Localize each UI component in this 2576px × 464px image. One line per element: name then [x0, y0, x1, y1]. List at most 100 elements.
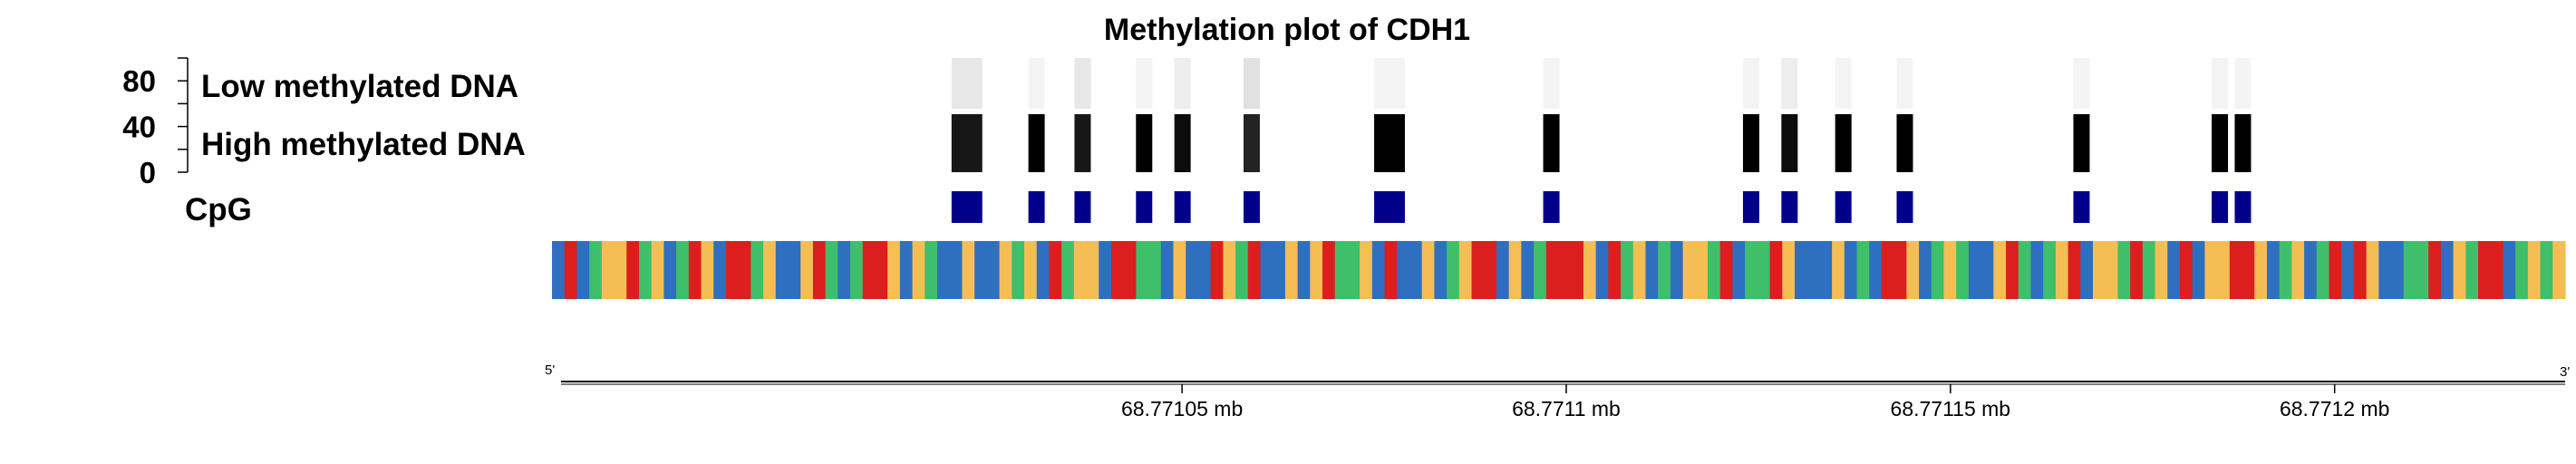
sequence-base [2068, 241, 2081, 299]
sequence-base [1397, 241, 1410, 299]
sequence-base [2391, 241, 2405, 299]
low-methylation-bar [2212, 58, 2229, 109]
sequence-base [1484, 241, 1497, 299]
cpg-mark [1543, 191, 1560, 223]
high-methylation-bar [1174, 114, 1191, 172]
sequence-base [1409, 241, 1423, 299]
low-methylation-bar [1243, 58, 1260, 109]
sequence-base [2266, 241, 2281, 299]
sequence-base [1496, 241, 1510, 299]
sequence-base [2378, 241, 2392, 299]
sequence-base [1371, 241, 1386, 299]
sequence-base [2155, 241, 2168, 299]
sequence-base [2552, 241, 2566, 299]
low-methylation-bar [1028, 58, 1045, 109]
low-methylation-bar [2234, 58, 2252, 109]
sequence-base [1012, 241, 1025, 299]
cpg-mark [1136, 191, 1153, 223]
sequence-base [825, 241, 838, 299]
sequence-base [2366, 241, 2379, 299]
sequence-base [862, 241, 876, 299]
sequence-base [1708, 241, 1721, 299]
sequence-base [1732, 241, 1746, 299]
x-tick-label: 68.77105 mb [1121, 397, 1243, 420]
sequence-base [601, 241, 615, 299]
sequence-base [1173, 241, 1186, 299]
sequence-base [1545, 241, 1560, 299]
low-methylation-bar [1543, 58, 1560, 109]
sequence-base [1670, 241, 1684, 299]
sequence-base [2515, 241, 2529, 299]
sequence-base [2527, 241, 2542, 299]
y-tick-label: 0 [140, 156, 156, 189]
sequence-base [1123, 241, 1137, 299]
sequence-base [2453, 241, 2466, 299]
sequence-base [1023, 241, 1038, 299]
sequence-base [1782, 241, 1796, 299]
high-methylation-bar [1543, 114, 1560, 172]
sequence-base [2503, 241, 2516, 299]
low-methylation-bar [1835, 58, 1852, 109]
sequence-base [738, 241, 751, 299]
sequence-base [2329, 241, 2342, 299]
sequence-base [937, 241, 951, 299]
sequence-base [1621, 241, 1634, 299]
sequence-base [2179, 241, 2193, 299]
low-methylation-bar [951, 58, 983, 109]
high-methylation-bar [1074, 114, 1091, 172]
high-methylation-bar [1781, 114, 1798, 172]
sequence-base [638, 241, 653, 299]
sequence-base [1869, 241, 1883, 299]
sequence-base [1980, 241, 1994, 299]
sequence-base [2093, 241, 2106, 299]
sequence-base [1458, 241, 1473, 299]
high-methylation-bar [1243, 114, 1260, 172]
high-methylation-bar [1896, 114, 1913, 172]
sequence-base [2130, 241, 2144, 299]
sequence-base [1993, 241, 2007, 299]
high-methylation-bar [1374, 114, 1405, 172]
cpg-mark [1174, 191, 1191, 223]
sequence-base [899, 241, 914, 299]
sequence-base [1036, 241, 1050, 299]
sequence-base [1534, 241, 1547, 299]
sequence-base [751, 241, 764, 299]
sequence-base [2316, 241, 2330, 299]
sequence-base [1943, 241, 1957, 299]
sequence-base [1223, 241, 1236, 299]
sequence-base [701, 241, 714, 299]
cpg-mark [1781, 191, 1798, 223]
cpg-marks [951, 191, 2252, 223]
sequence-base [1719, 241, 1734, 299]
sequence-base [2254, 241, 2268, 299]
sequence-track [552, 241, 2566, 299]
sequence-base [2217, 241, 2231, 299]
sequence-base [1260, 241, 1273, 299]
sequence-base [912, 241, 925, 299]
sequence-base [949, 241, 964, 299]
sequence-base [962, 241, 975, 299]
y-tick-label: 80 [122, 64, 156, 98]
sequence-base [1334, 241, 1349, 299]
sequence-base [2192, 241, 2206, 299]
sequence-base [2006, 241, 2019, 299]
sequence-base [2030, 241, 2044, 299]
sequence-base [1881, 241, 1895, 299]
sequence-base [1571, 241, 1584, 299]
sequence-base [2080, 241, 2094, 299]
sequence-base [2428, 241, 2442, 299]
low-methylation-bar [1896, 58, 1913, 109]
row-label-cpg: CpG [185, 192, 252, 227]
sequence-base [1956, 241, 1970, 299]
sequence-base [1110, 241, 1125, 299]
chart-title: Methylation plot of CDH1 [1104, 13, 1470, 47]
sequence-base [2416, 241, 2429, 299]
sequence-base [1658, 241, 1671, 299]
x-tick-label: 68.7712 mb [2280, 397, 2389, 420]
sequence-base [1844, 241, 1858, 299]
sequence-base [1210, 241, 1224, 299]
high-methylation-bar [2234, 114, 2252, 172]
high-methylation-bar [2073, 114, 2090, 172]
sequence-base [1447, 241, 1460, 299]
low-methylation-bar [1136, 58, 1153, 109]
